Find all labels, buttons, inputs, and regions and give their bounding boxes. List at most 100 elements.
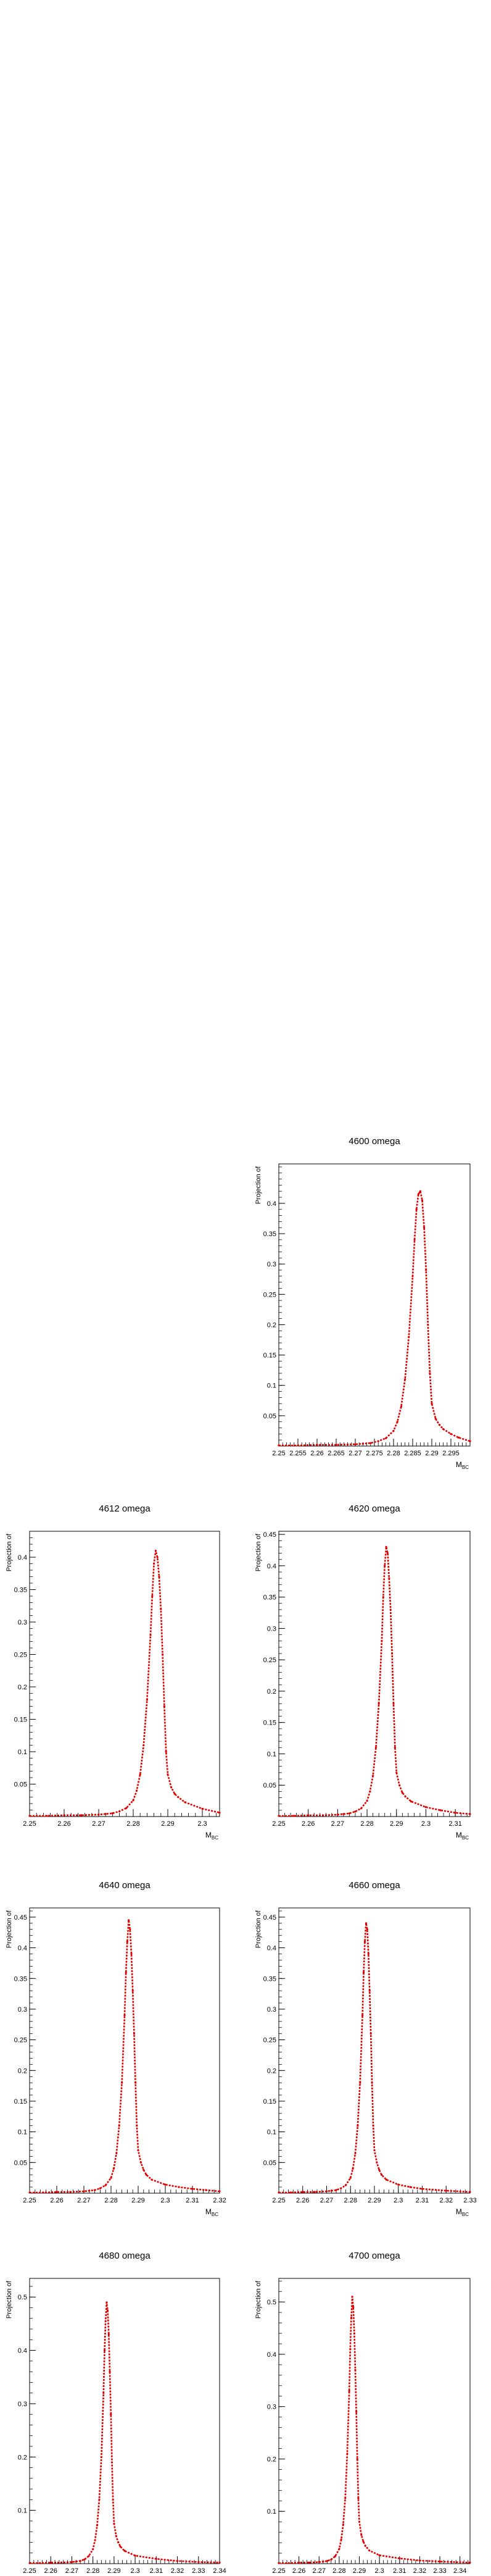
data-point xyxy=(153,1562,155,1565)
data-point xyxy=(372,1775,374,1777)
data-point xyxy=(104,2320,107,2322)
data-point xyxy=(158,1575,160,1578)
data-point xyxy=(427,1323,429,1326)
data-point xyxy=(469,1440,471,1442)
y-tick-label: 0.25 xyxy=(14,1652,27,1659)
y-tick-label: 0.3 xyxy=(18,1619,27,1626)
y-tick-label: 0.2 xyxy=(18,2454,27,2461)
data-point xyxy=(110,2413,112,2415)
y-tick-label: 0.1 xyxy=(267,1382,276,1390)
x-tick-label: 2.29 xyxy=(131,2197,144,2204)
y-tick-label: 0.3 xyxy=(18,2006,27,2014)
x-tick-label: 2.3 xyxy=(394,2197,403,2204)
data-point xyxy=(401,1791,403,1794)
data-point xyxy=(413,1239,416,1241)
data-point xyxy=(424,1806,427,1809)
y-tick-label: 0.25 xyxy=(14,2037,27,2044)
data-point xyxy=(151,1595,154,1597)
data-point xyxy=(391,1652,394,1655)
data-point xyxy=(173,1792,176,1795)
data-point xyxy=(425,1269,427,1271)
data-point xyxy=(366,1800,368,1802)
y-tick-label: 0.25 xyxy=(263,1657,276,1664)
data-point xyxy=(154,1549,157,1552)
data-point xyxy=(357,2125,359,2127)
y-tick-label: 0.25 xyxy=(263,2037,276,2044)
chart-title: 4600 omega xyxy=(349,1136,400,1147)
x-tick-label: 2.26 xyxy=(302,1820,315,1828)
data-point xyxy=(385,1545,387,1548)
data-point xyxy=(292,1815,295,1817)
x-tick-label: 2.34 xyxy=(453,2567,466,2575)
y-tick-label: 0.2 xyxy=(18,1684,27,1691)
data-point xyxy=(423,1226,426,1229)
data-point xyxy=(338,2548,340,2550)
data-point xyxy=(421,2188,424,2190)
plot-frame xyxy=(29,1907,220,2194)
data-point xyxy=(104,1813,107,1815)
data-point xyxy=(457,1436,460,1439)
x-tick-label: 2.25 xyxy=(23,2567,36,2575)
data-point xyxy=(109,2370,111,2373)
data-point xyxy=(69,2191,72,2193)
x-tick-label: 2.265 xyxy=(328,1450,345,1457)
data-point xyxy=(381,2173,383,2176)
data-point xyxy=(163,1705,165,1708)
data-point xyxy=(335,2189,337,2191)
data-point xyxy=(98,2498,101,2501)
plot-frame xyxy=(278,2278,471,2564)
x-axis-label: MBC xyxy=(456,1831,469,1841)
data-point xyxy=(177,1796,179,1799)
data-point xyxy=(365,1922,368,1925)
y-tick-label: 0.4 xyxy=(18,2348,27,2355)
x-tick-label: 2.28 xyxy=(387,1450,400,1457)
y-tick-label: 0.35 xyxy=(263,1231,276,1238)
data-point xyxy=(340,2187,342,2189)
data-point xyxy=(349,2348,352,2351)
x-tick-label: 2.275 xyxy=(366,1450,383,1457)
data-point xyxy=(378,1702,380,1705)
data-point xyxy=(123,2549,126,2552)
data-point xyxy=(102,2392,105,2394)
data-point xyxy=(205,2189,207,2191)
data-point xyxy=(289,2191,292,2194)
data-point xyxy=(137,2149,139,2152)
data-point xyxy=(404,1378,406,1381)
chart-panel-6: 4700 omega 0.1 0.2 0.3 0.4 0.5 2.25 2.26 2.27 2.2… xyxy=(255,2251,471,2575)
data-point xyxy=(149,1634,152,1636)
x-axis-label: MBC xyxy=(205,1831,218,1841)
y-tick-label: 0.3 xyxy=(267,2006,276,2014)
x-tick-label: 2.29 xyxy=(107,2567,120,2575)
data-point xyxy=(362,2540,365,2543)
y-tick-label: 0.35 xyxy=(263,1594,276,1602)
data-point xyxy=(346,2453,349,2455)
y-tick-label: 0.1 xyxy=(267,2508,276,2515)
y-tick-label: 0.35 xyxy=(14,1587,27,1594)
y-tick-label: 0.2 xyxy=(18,2067,27,2075)
x-tick-label: 2.28 xyxy=(344,2197,357,2204)
y-tick-label: 0.15 xyxy=(263,2098,276,2106)
data-point xyxy=(382,1596,384,1599)
data-point xyxy=(142,2168,145,2171)
chart-title: 4620 omega xyxy=(349,1503,400,1514)
data-point xyxy=(134,2554,136,2557)
data-point xyxy=(156,1556,159,1558)
data-point xyxy=(385,2178,387,2181)
y-axis-label: Projection of xyxy=(6,2280,13,2319)
data-point xyxy=(398,1784,401,1786)
data-point xyxy=(110,2461,113,2464)
data-point xyxy=(369,1442,372,1444)
data-point xyxy=(39,2562,41,2564)
data-point xyxy=(392,1429,395,1432)
y-tick-label: 0.2 xyxy=(267,1688,276,1696)
data-point xyxy=(316,1444,318,1446)
data-point xyxy=(378,2168,381,2171)
data-point xyxy=(170,1786,173,1789)
data-point xyxy=(139,2161,142,2164)
chart-panel-2: 4620 omega 0.05 0.1 0.15 0.2 0.25 0.3 0.35 0.4 0.… xyxy=(255,1503,471,1841)
plot-frame xyxy=(278,1163,471,1447)
series-line xyxy=(30,2302,220,2564)
data-point xyxy=(125,1807,128,1809)
data-point xyxy=(421,1199,424,1202)
